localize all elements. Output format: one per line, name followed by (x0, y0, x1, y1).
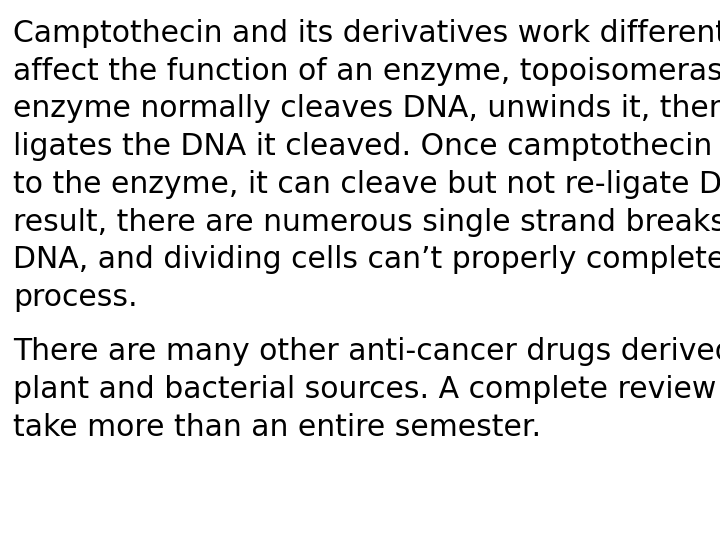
Text: There are many other anti-cancer drugs derived from
plant and bacterial sources.: There are many other anti-cancer drugs d… (13, 338, 720, 442)
Text: Camptothecin and its derivatives work differently. They
affect the function of a: Camptothecin and its derivatives work di… (13, 19, 720, 312)
